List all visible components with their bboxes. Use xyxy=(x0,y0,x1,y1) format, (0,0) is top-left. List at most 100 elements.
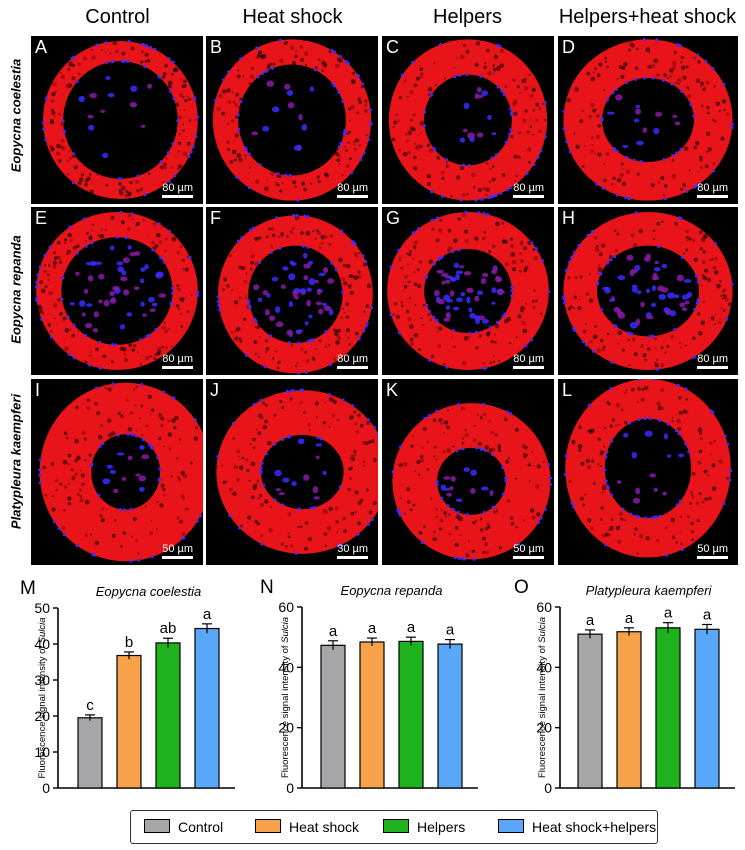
scale-bar-line xyxy=(162,556,193,559)
significance-letter: a xyxy=(407,619,416,636)
micrograph-image xyxy=(388,39,548,202)
bar-control xyxy=(320,644,346,789)
scale-bar-label: 80 µm xyxy=(697,353,728,365)
micrograph-image xyxy=(216,213,374,375)
micrograph-image xyxy=(562,211,734,371)
micrograph-panel-f: F 80 µm xyxy=(206,207,378,375)
micrograph-image xyxy=(562,37,734,201)
legend-label-helpers: Helpers xyxy=(417,819,466,835)
significance-letter: a xyxy=(586,612,595,629)
legend-label-control: Control xyxy=(178,819,224,835)
scale-bar-line xyxy=(337,195,368,198)
y-tick-label: 10 xyxy=(34,744,50,760)
y-tick-label: 20 xyxy=(34,708,50,724)
panel-letter: H xyxy=(562,208,575,228)
scale-bar-line xyxy=(513,556,544,559)
scale-bar-label: 80 µm xyxy=(337,182,368,194)
panel-letter: C xyxy=(386,37,399,57)
significance-letter: a xyxy=(329,623,338,640)
micrograph-image xyxy=(216,388,378,556)
panel-letter: F xyxy=(210,208,221,228)
y-axis-label-text: Fluorescence signal intensity of xyxy=(37,643,48,778)
micrograph-panel-k: K 50 µm xyxy=(382,379,554,565)
bar-heat-shock-helpers xyxy=(437,643,463,789)
scale-bar: 50 µm xyxy=(513,543,544,559)
y-tick-label: 40 xyxy=(34,636,50,652)
micrograph-panel-b: B 80 µm xyxy=(206,36,378,204)
scale-bar-label: 80 µm xyxy=(513,353,544,365)
y-tick-label: 30 xyxy=(34,672,50,688)
scale-bar-line xyxy=(697,366,728,369)
micrograph-panel-c: C 80 µm xyxy=(382,36,554,204)
y-tick-label: 40 xyxy=(536,659,552,675)
panel-letter: K xyxy=(386,380,399,400)
legend-item-helpers: Helpers xyxy=(383,819,465,835)
micrograph-image xyxy=(212,38,373,202)
panel-letter: E xyxy=(35,208,48,228)
y-axis-label-italic: Sulcia xyxy=(280,617,291,643)
chart-title: Eopycna coelestia xyxy=(96,584,202,599)
significance-letter: ab xyxy=(160,620,177,637)
legend-item-heat-shock: Heat shock xyxy=(255,819,359,835)
y-axis-label-italic: Sulcia xyxy=(37,617,48,643)
significance-letter: a xyxy=(664,605,673,622)
bar-helpers xyxy=(398,640,424,789)
y-axis-label-text: Fluorescence signal intensity of xyxy=(537,643,548,778)
scale-bar-line xyxy=(337,366,368,369)
panel-letter: J xyxy=(210,380,219,400)
significance-letter: a xyxy=(625,610,634,627)
scale-bar-line xyxy=(697,556,728,559)
scale-bar: 80 µm xyxy=(337,182,368,198)
micrograph-image xyxy=(38,382,203,563)
y-tick-label: 0 xyxy=(42,780,50,796)
scale-bar: 80 µm xyxy=(697,353,728,369)
legend-swatch-helpers xyxy=(383,819,409,833)
y-tick-label: 0 xyxy=(286,780,294,796)
y-axis-label: Fluorescence signal intensity of Sulcia xyxy=(280,617,291,778)
bar-charts: M Eopycna coelestia Fluorescence signal in… xyxy=(20,577,735,796)
micrograph-image xyxy=(387,210,551,370)
legend-swatch-heat-shock xyxy=(255,819,281,833)
scale-bar: 80 µm xyxy=(513,182,544,198)
legend-label-heat-shock: Heat shock xyxy=(289,819,360,835)
bar-heat-shock-helpers xyxy=(194,627,220,789)
scale-bar-label: 80 µm xyxy=(337,353,368,365)
micrograph-panel-j: J 30 µm xyxy=(206,379,378,565)
chart-panel-letter: N xyxy=(260,577,274,598)
micrograph-image xyxy=(563,379,733,558)
scale-bar: 50 µm xyxy=(697,543,728,559)
micrograph-panel-e: E 80 µm xyxy=(31,207,203,375)
bar-heat-shock xyxy=(116,654,142,789)
scale-bar: 80 µm xyxy=(337,353,368,369)
legend-swatch-heat-shock-helpers xyxy=(498,819,524,833)
chart-panel-letter: M xyxy=(20,578,36,599)
micrograph-panel-a: A 80 µm xyxy=(31,36,203,204)
micrograph-panel-l: L 50 µm xyxy=(558,379,738,565)
y-axis-label-text: Fluorescence signal intensity of xyxy=(280,643,291,778)
scale-bar-line xyxy=(162,366,193,369)
scale-bar: 50 µm xyxy=(162,543,193,559)
significance-letter: a xyxy=(368,620,377,637)
y-axis-label: Fluorescence signal intensity of Sulcia xyxy=(537,617,548,778)
chart-panel-letter: O xyxy=(514,577,529,598)
micrograph-image xyxy=(41,40,200,199)
panel-letter: L xyxy=(562,380,573,400)
bar-helpers xyxy=(655,627,681,789)
scale-bar-label: 80 µm xyxy=(513,182,544,194)
chart-title: Platypleura kaempferi xyxy=(586,583,713,598)
scale-bar-label: 80 µm xyxy=(162,353,193,365)
scale-bar-label: 80 µm xyxy=(697,182,728,194)
significance-letter: a xyxy=(703,606,712,623)
micrograph-panel-d: D 80 µm xyxy=(558,36,738,204)
scale-bar-line xyxy=(697,195,728,198)
scale-bar: 80 µm xyxy=(513,353,544,369)
scale-bar-label: 50 µm xyxy=(162,543,193,555)
scale-bar-line xyxy=(337,556,368,559)
legend: Control Heat shock Helpers Heat shock+he… xyxy=(130,810,658,844)
scale-bar-line xyxy=(162,195,193,198)
scale-bar-line xyxy=(513,366,544,369)
scale-bar: 80 µm xyxy=(162,182,193,198)
y-tick-label: 0 xyxy=(544,780,552,796)
bar-control xyxy=(77,717,103,789)
scale-bar-label: 50 µm xyxy=(513,543,544,555)
